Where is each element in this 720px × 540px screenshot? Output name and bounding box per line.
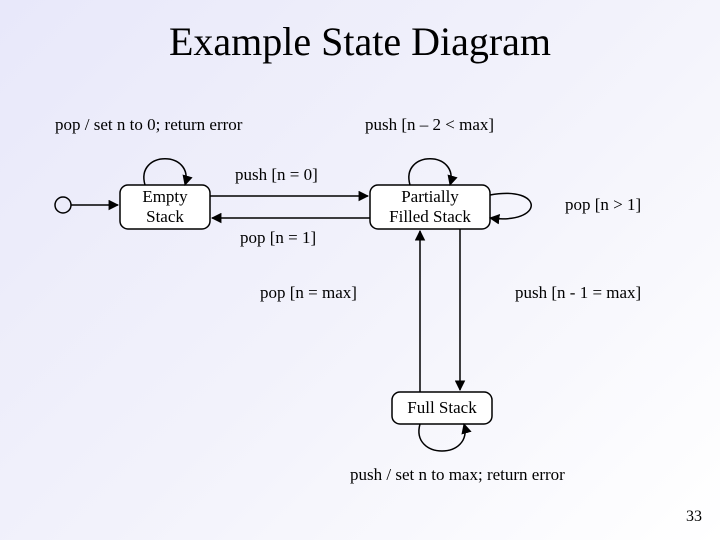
node-partial-line2: Filled Stack <box>389 207 471 226</box>
slide-title: Example State Diagram <box>0 18 720 65</box>
node-empty-line2: Stack <box>146 207 184 226</box>
label-pop-ngt1: pop [n > 1] <box>565 195 641 215</box>
node-empty-line1: Empty <box>142 187 188 206</box>
label-push-nm1max: push [n - 1 = max] <box>515 283 641 303</box>
label-pop-set0: pop / set n to 0; return error <box>55 115 242 135</box>
initial-state-dot <box>55 197 71 213</box>
label-pop-nmax: pop [n = max] <box>260 283 357 303</box>
edge-full-selfloop <box>419 424 465 451</box>
node-full-stack: Full Stack <box>392 392 492 424</box>
node-empty-stack: Empty Stack <box>120 185 210 229</box>
node-partial-line1: Partially <box>401 187 459 206</box>
label-pop-n1: pop [n = 1] <box>240 228 316 248</box>
label-push-set-max: push / set n to max; return error <box>350 465 565 485</box>
page-number: 33 <box>686 508 702 526</box>
state-diagram-svg: Empty Stack Partially Filled Stack Full … <box>0 0 720 540</box>
edge-partial-selfloop-top <box>409 159 451 185</box>
label-push-nm2: push [n – 2 < max] <box>365 115 494 135</box>
edge-empty-selfloop <box>144 159 186 185</box>
node-full-text: Full Stack <box>407 398 477 417</box>
label-push-n0: push [n = 0] <box>235 165 318 185</box>
node-partial-stack: Partially Filled Stack <box>370 185 490 229</box>
edge-partial-selfloop-right <box>490 193 531 218</box>
